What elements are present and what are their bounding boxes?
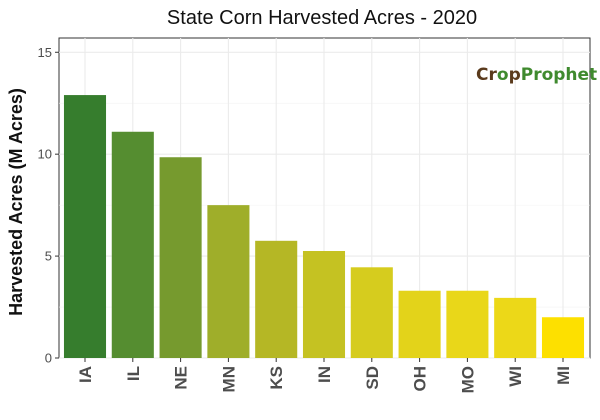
logo-text-p: p xyxy=(509,65,521,85)
x-tick-label: MO xyxy=(458,366,477,393)
bar-mi xyxy=(541,317,585,358)
y-tick-label: 5 xyxy=(45,249,52,264)
x-tick-label: IN xyxy=(315,366,334,383)
bar-ne xyxy=(159,157,202,358)
x-tick-label: IL xyxy=(124,366,143,381)
chart-title: State Corn Harvested Acres - 2020 xyxy=(167,7,477,29)
x-axis-ticks: IA IL NE MN KS IN SD OH MO WI MI xyxy=(76,358,573,393)
y-axis-label: Harvested Acres (M Acres) xyxy=(6,88,26,316)
y-tick-label: 15 xyxy=(38,45,52,60)
logo-text-cr: Cr xyxy=(476,65,497,85)
y-tick-label: 10 xyxy=(38,147,52,162)
bar-mo xyxy=(446,290,489,358)
bar-wi xyxy=(494,297,537,358)
bars xyxy=(63,95,585,358)
bar-sd xyxy=(350,267,393,358)
x-tick-label: WI xyxy=(506,366,525,387)
y-axis-ticks: 0 5 10 15 xyxy=(38,45,59,366)
x-tick-label: MI xyxy=(554,366,573,385)
x-tick-label: OH xyxy=(411,366,430,392)
x-tick-label: SD xyxy=(363,366,382,390)
x-tick-label: IA xyxy=(76,366,95,383)
bar-il xyxy=(111,131,154,358)
logo-leaf-o-icon: o xyxy=(497,65,509,85)
logo-text-prophet: Prophet xyxy=(521,65,597,85)
bar-in xyxy=(302,250,346,358)
bar-ia xyxy=(63,95,107,358)
cropprophet-logo: CropProphet xyxy=(476,65,597,85)
svg-text:CropProphet: CropProphet xyxy=(476,65,597,85)
bar-ks xyxy=(255,240,298,358)
y-tick-label: 0 xyxy=(45,351,52,366)
bar-oh xyxy=(398,290,441,358)
x-tick-label: MN xyxy=(219,366,238,392)
x-tick-label: NE xyxy=(172,366,191,390)
x-tick-label: KS xyxy=(267,366,286,390)
bar-mn xyxy=(207,205,250,358)
